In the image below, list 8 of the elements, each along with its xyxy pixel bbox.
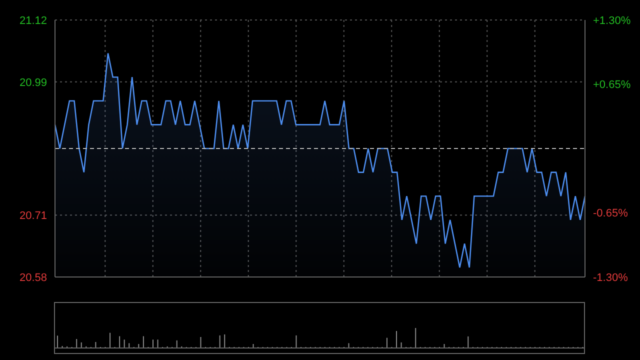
y-tick-label: 20.99 <box>19 76 47 89</box>
y2-tick-label: -0.65% <box>593 208 628 220</box>
y-tick-label: 20.58 <box>19 272 47 284</box>
y2-tick-label: +1.30% <box>593 14 631 27</box>
y-tick-label: 20.71 <box>19 210 47 222</box>
y2-tick-label: +0.65% <box>593 79 631 92</box>
y2-tick-label: -1.30% <box>593 272 628 284</box>
y-tick-label: 21.12 <box>19 14 47 27</box>
